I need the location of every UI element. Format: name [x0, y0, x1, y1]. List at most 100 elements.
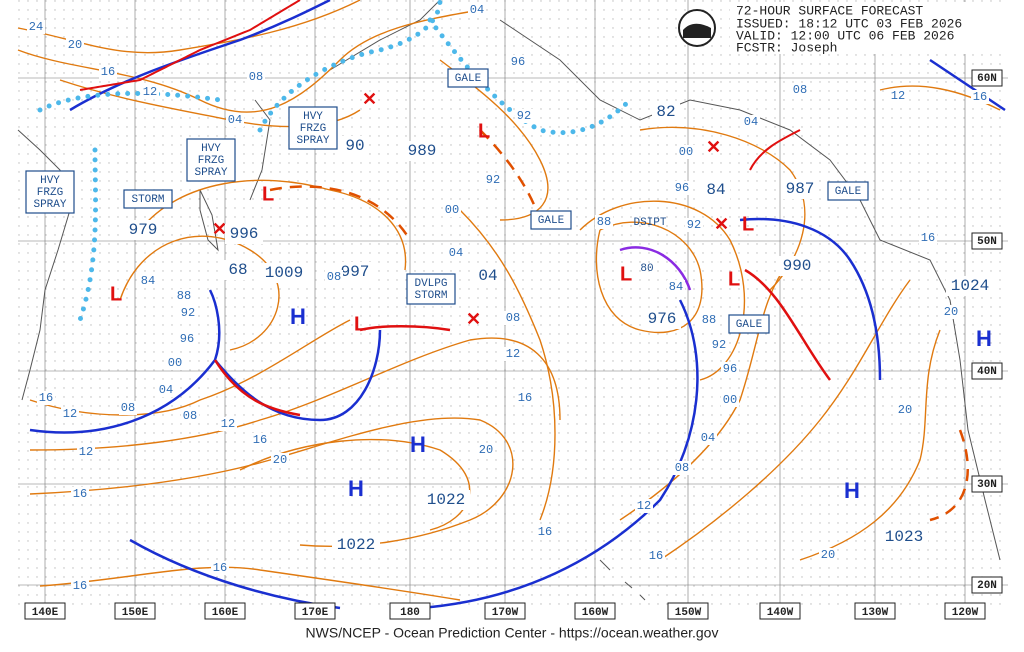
warning-label: GALE: [835, 186, 862, 198]
warning-box: [123, 189, 173, 209]
isobar-label: 12: [79, 445, 93, 459]
isobar-label-bg: [721, 393, 739, 407]
isobar-label: 12: [637, 499, 651, 513]
isobar-label-bg: [325, 270, 343, 284]
longitude-box: [204, 602, 246, 620]
isobar-label-bg: [721, 362, 739, 376]
pressure-value: 1024: [951, 277, 989, 295]
longitude-label: 160W: [582, 607, 609, 619]
isobar-label: 16: [73, 487, 87, 501]
isobar-label-bg: [119, 401, 137, 415]
isobar-label: 08: [793, 83, 807, 97]
longitude-label: 140E: [32, 607, 59, 619]
pressure-value: 979: [129, 221, 158, 239]
isobar-label-bg: [699, 431, 717, 445]
isobar-label-bg: [515, 109, 533, 123]
isobar-label: 00: [445, 203, 459, 217]
pressure-value: 1009: [265, 264, 303, 282]
isobar-label: 92: [687, 218, 701, 232]
isobar-label: 92: [486, 173, 500, 187]
latitude-box: [971, 69, 1003, 87]
isobar-label: 08: [183, 409, 197, 423]
isobar-label-bg: [791, 83, 809, 97]
pressure-box: [778, 256, 816, 276]
isobar-label-bg: [271, 453, 289, 467]
svg-text:L: L: [262, 183, 274, 205]
isobar-label: 24: [29, 20, 43, 34]
header-box: [730, 2, 1006, 54]
isobar-label-bg: [61, 407, 79, 421]
warning-label: FRZG: [37, 187, 63, 199]
isobar-label-bg: [37, 391, 55, 405]
isobar-label: 84: [141, 274, 155, 288]
pressure-box: [474, 266, 502, 286]
isobar-label-bg: [896, 403, 914, 417]
pressure-box: [702, 180, 730, 200]
svg-text:L: L: [354, 313, 366, 335]
latitude-label: 30N: [977, 479, 997, 491]
warning-label: STORM: [131, 194, 164, 206]
isobar-label-bg: [141, 85, 159, 99]
longitude-label: 160E: [212, 607, 239, 619]
isobar-label-bg: [247, 70, 265, 84]
pressure-value: 68: [228, 261, 247, 279]
isobar-label-bg: [667, 280, 685, 294]
warning-box: [25, 170, 75, 214]
svg-text:✕: ✕: [466, 309, 481, 329]
isobar-label: 04: [449, 246, 463, 260]
svg-text:L: L: [620, 263, 632, 285]
isobar-label: 20: [479, 443, 493, 457]
pressure-box: [341, 136, 369, 156]
longitude-label: 120W: [952, 607, 979, 619]
isobar-label: 12: [143, 85, 157, 99]
latitude-label: 50N: [977, 236, 997, 248]
warning-label: STORM: [414, 290, 447, 302]
latitude-box: [971, 576, 1003, 594]
isobar-label: 00: [723, 393, 737, 407]
svg-text:L: L: [742, 213, 754, 235]
isobar-label-bg: [157, 383, 175, 397]
svg-text:✕: ✕: [212, 219, 227, 239]
isobar-label: 12: [63, 407, 77, 421]
isobar-label-bg: [99, 65, 117, 79]
pressure-value: 989: [408, 142, 437, 160]
pressure-value: 976: [648, 310, 677, 328]
longitude-box: [944, 602, 986, 620]
pressure-value: 1022: [427, 491, 465, 509]
pressure-value: 990: [783, 257, 812, 275]
latitude-label: 20N: [977, 580, 997, 592]
warning-box: [186, 138, 236, 182]
isobar-label: 88: [702, 313, 716, 327]
svg-text:✕: ✕: [362, 89, 377, 109]
isobar-label: 16: [921, 231, 935, 245]
isobar-label-bg: [175, 289, 193, 303]
longitude-box: [854, 602, 896, 620]
isobar-label-bg: [477, 443, 495, 457]
isobar-label: 88: [597, 215, 611, 229]
isobar-label: 20: [68, 38, 82, 52]
isobar-label: 16: [538, 525, 552, 539]
isobar-label: 12: [891, 89, 905, 103]
pressure-box: [336, 262, 374, 282]
noaa-logo: [678, 9, 716, 47]
forecast-title: 72-HOUR SURFACE FORECAST: [736, 3, 923, 18]
warning-label: DVLPG: [414, 278, 447, 290]
isobar-label: 16: [518, 391, 532, 405]
isobar-label-bg: [504, 347, 522, 361]
isobar-label-bg: [685, 218, 703, 232]
warning-box: [728, 314, 770, 334]
isobar-label-bg: [536, 525, 554, 539]
isobar-label-bg: [971, 90, 989, 104]
isobar-label-bg: [71, 579, 89, 593]
pressure-value: 84: [706, 181, 725, 199]
fronts: [29, 0, 1006, 610]
isobar-label: 12: [221, 417, 235, 431]
isobar-label-bg: [742, 115, 760, 129]
isobar-label: 16: [973, 90, 987, 104]
high-center: H: [348, 476, 364, 501]
warning-label: HVY: [201, 143, 221, 155]
warning-label: FRZG: [300, 123, 326, 135]
pressure-box: [946, 276, 994, 296]
pressure-box: [643, 309, 681, 329]
longitude-box: [759, 602, 801, 620]
